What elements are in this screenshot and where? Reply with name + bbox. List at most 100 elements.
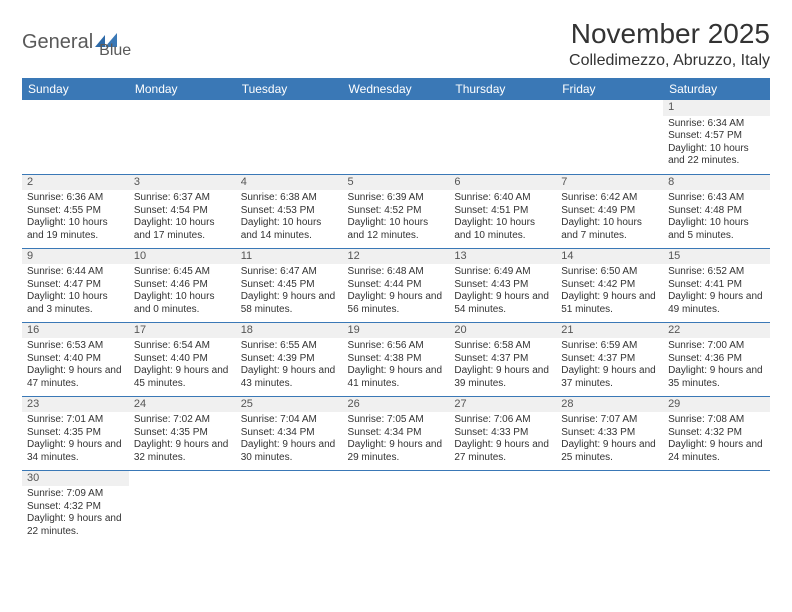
daylight-line: Daylight: 9 hours and 43 minutes. xyxy=(241,365,338,390)
sunrise-line: Sunrise: 7:07 AM xyxy=(561,414,658,427)
day-number: 29 xyxy=(663,397,770,413)
daylight-line: Daylight: 9 hours and 49 minutes. xyxy=(668,291,765,316)
sunrise-line: Sunrise: 6:40 AM xyxy=(454,192,551,205)
sunrise-line: Sunrise: 6:39 AM xyxy=(348,192,445,205)
sunset-line: Sunset: 4:37 PM xyxy=(561,353,658,366)
day-number: 25 xyxy=(236,397,343,413)
calendar-day-cell: 3Sunrise: 6:37 AMSunset: 4:54 PMDaylight… xyxy=(129,174,236,248)
daylight-line: Daylight: 9 hours and 25 minutes. xyxy=(561,439,658,464)
sunset-line: Sunset: 4:46 PM xyxy=(134,279,231,292)
calendar-day-cell: 11Sunrise: 6:47 AMSunset: 4:45 PMDayligh… xyxy=(236,248,343,322)
daylight-line: Daylight: 9 hours and 22 minutes. xyxy=(27,513,124,538)
location: Colledimezzo, Abruzzo, Italy xyxy=(569,52,770,70)
day-number: 26 xyxy=(343,397,450,413)
day-number: 2 xyxy=(22,175,129,191)
sunrise-line: Sunrise: 7:06 AM xyxy=(454,414,551,427)
weekday-header: Friday xyxy=(556,78,663,100)
sunrise-line: Sunrise: 6:53 AM xyxy=(27,340,124,353)
sunset-line: Sunset: 4:44 PM xyxy=(348,279,445,292)
daylight-line: Daylight: 9 hours and 54 minutes. xyxy=(454,291,551,316)
calendar-day-cell: 28Sunrise: 7:07 AMSunset: 4:33 PMDayligh… xyxy=(556,396,663,470)
calendar-day-cell: 15Sunrise: 6:52 AMSunset: 4:41 PMDayligh… xyxy=(663,248,770,322)
calendar-day-cell: 4Sunrise: 6:38 AMSunset: 4:53 PMDaylight… xyxy=(236,174,343,248)
day-number: 24 xyxy=(129,397,236,413)
daylight-line: Daylight: 9 hours and 41 minutes. xyxy=(348,365,445,390)
sunset-line: Sunset: 4:43 PM xyxy=(454,279,551,292)
calendar-week-row: 9Sunrise: 6:44 AMSunset: 4:47 PMDaylight… xyxy=(22,248,770,322)
daylight-line: Daylight: 9 hours and 27 minutes. xyxy=(454,439,551,464)
calendar-day-cell: 21Sunrise: 6:59 AMSunset: 4:37 PMDayligh… xyxy=(556,322,663,396)
weekday-header: Saturday xyxy=(663,78,770,100)
calendar-day-cell xyxy=(449,100,556,174)
sunset-line: Sunset: 4:40 PM xyxy=(27,353,124,366)
calendar-day-cell: 18Sunrise: 6:55 AMSunset: 4:39 PMDayligh… xyxy=(236,322,343,396)
weekday-header: Sunday xyxy=(22,78,129,100)
sunset-line: Sunset: 4:33 PM xyxy=(561,427,658,440)
calendar-day-cell: 20Sunrise: 6:58 AMSunset: 4:37 PMDayligh… xyxy=(449,322,556,396)
calendar-day-cell: 1Sunrise: 6:34 AMSunset: 4:57 PMDaylight… xyxy=(663,100,770,174)
calendar-body: 1Sunrise: 6:34 AMSunset: 4:57 PMDaylight… xyxy=(22,100,770,544)
calendar-day-cell: 26Sunrise: 7:05 AMSunset: 4:34 PMDayligh… xyxy=(343,396,450,470)
calendar-week-row: 2Sunrise: 6:36 AMSunset: 4:55 PMDaylight… xyxy=(22,174,770,248)
daylight-line: Daylight: 9 hours and 37 minutes. xyxy=(561,365,658,390)
logo: General Blue xyxy=(22,24,131,60)
sunrise-line: Sunrise: 6:56 AM xyxy=(348,340,445,353)
calendar-day-cell xyxy=(343,470,450,544)
daylight-line: Daylight: 9 hours and 29 minutes. xyxy=(348,439,445,464)
calendar-day-cell xyxy=(236,470,343,544)
calendar-day-cell: 23Sunrise: 7:01 AMSunset: 4:35 PMDayligh… xyxy=(22,396,129,470)
daylight-line: Daylight: 9 hours and 32 minutes. xyxy=(134,439,231,464)
calendar-week-row: 16Sunrise: 6:53 AMSunset: 4:40 PMDayligh… xyxy=(22,322,770,396)
sunrise-line: Sunrise: 6:36 AM xyxy=(27,192,124,205)
sunset-line: Sunset: 4:57 PM xyxy=(668,130,765,143)
weekday-header: Tuesday xyxy=(236,78,343,100)
daylight-line: Daylight: 9 hours and 30 minutes. xyxy=(241,439,338,464)
sunrise-line: Sunrise: 6:52 AM xyxy=(668,266,765,279)
weekday-header-row: SundayMondayTuesdayWednesdayThursdayFrid… xyxy=(22,78,770,100)
sunrise-line: Sunrise: 6:59 AM xyxy=(561,340,658,353)
daylight-line: Daylight: 9 hours and 35 minutes. xyxy=(668,365,765,390)
sunrise-line: Sunrise: 6:48 AM xyxy=(348,266,445,279)
sunset-line: Sunset: 4:34 PM xyxy=(241,427,338,440)
daylight-line: Daylight: 9 hours and 58 minutes. xyxy=(241,291,338,316)
day-number: 23 xyxy=(22,397,129,413)
sunrise-line: Sunrise: 6:47 AM xyxy=(241,266,338,279)
sunset-line: Sunset: 4:33 PM xyxy=(454,427,551,440)
sunrise-line: Sunrise: 7:01 AM xyxy=(27,414,124,427)
sunset-line: Sunset: 4:48 PM xyxy=(668,205,765,218)
day-number: 19 xyxy=(343,323,450,339)
sunset-line: Sunset: 4:36 PM xyxy=(668,353,765,366)
day-number: 10 xyxy=(129,249,236,265)
sunrise-line: Sunrise: 7:04 AM xyxy=(241,414,338,427)
calendar-day-cell xyxy=(663,470,770,544)
calendar-day-cell: 9Sunrise: 6:44 AMSunset: 4:47 PMDaylight… xyxy=(22,248,129,322)
sunset-line: Sunset: 4:51 PM xyxy=(454,205,551,218)
weekday-header: Thursday xyxy=(449,78,556,100)
sunset-line: Sunset: 4:42 PM xyxy=(561,279,658,292)
calendar-day-cell: 14Sunrise: 6:50 AMSunset: 4:42 PMDayligh… xyxy=(556,248,663,322)
calendar-day-cell: 16Sunrise: 6:53 AMSunset: 4:40 PMDayligh… xyxy=(22,322,129,396)
sunrise-line: Sunrise: 6:50 AM xyxy=(561,266,658,279)
sunrise-line: Sunrise: 6:49 AM xyxy=(454,266,551,279)
daylight-line: Daylight: 9 hours and 45 minutes. xyxy=(134,365,231,390)
sunrise-line: Sunrise: 6:58 AM xyxy=(454,340,551,353)
daylight-line: Daylight: 10 hours and 5 minutes. xyxy=(668,217,765,242)
calendar-day-cell: 12Sunrise: 6:48 AMSunset: 4:44 PMDayligh… xyxy=(343,248,450,322)
day-number: 14 xyxy=(556,249,663,265)
day-number: 30 xyxy=(22,471,129,487)
daylight-line: Daylight: 9 hours and 56 minutes. xyxy=(348,291,445,316)
daylight-line: Daylight: 9 hours and 39 minutes. xyxy=(454,365,551,390)
day-number: 3 xyxy=(129,175,236,191)
daylight-line: Daylight: 9 hours and 34 minutes. xyxy=(27,439,124,464)
day-number: 28 xyxy=(556,397,663,413)
calendar-day-cell xyxy=(236,100,343,174)
daylight-line: Daylight: 10 hours and 10 minutes. xyxy=(454,217,551,242)
calendar-day-cell: 13Sunrise: 6:49 AMSunset: 4:43 PMDayligh… xyxy=(449,248,556,322)
day-number: 17 xyxy=(129,323,236,339)
sunrise-line: Sunrise: 6:54 AM xyxy=(134,340,231,353)
sunset-line: Sunset: 4:53 PM xyxy=(241,205,338,218)
sunset-line: Sunset: 4:40 PM xyxy=(134,353,231,366)
day-number: 11 xyxy=(236,249,343,265)
calendar-week-row: 30Sunrise: 7:09 AMSunset: 4:32 PMDayligh… xyxy=(22,470,770,544)
day-number: 16 xyxy=(22,323,129,339)
